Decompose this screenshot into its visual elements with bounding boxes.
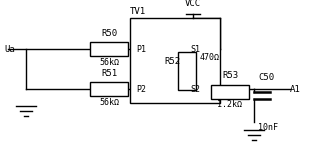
Bar: [178, 52, 196, 90]
Text: TV1: TV1: [130, 7, 146, 16]
Bar: [130, 18, 220, 103]
Text: 1.2kΩ: 1.2kΩ: [218, 100, 243, 109]
Text: 56kΩ: 56kΩ: [99, 58, 119, 67]
Text: P1: P1: [136, 45, 146, 54]
Bar: [90, 42, 128, 56]
Bar: [211, 85, 249, 99]
Text: 470Ω: 470Ω: [200, 54, 220, 62]
Text: S2: S2: [190, 85, 200, 94]
Text: 10nF: 10nF: [258, 124, 278, 133]
Text: VCC: VCC: [185, 0, 201, 8]
Text: S1: S1: [190, 45, 200, 54]
Text: A1: A1: [290, 85, 301, 94]
Text: R53: R53: [222, 71, 238, 80]
Text: C50: C50: [258, 73, 274, 82]
Text: 56kΩ: 56kΩ: [99, 98, 119, 107]
Text: R51: R51: [101, 69, 117, 78]
Text: Ua: Ua: [4, 45, 15, 54]
Bar: [90, 82, 128, 96]
Text: P2: P2: [136, 85, 146, 94]
Text: R52: R52: [164, 58, 180, 67]
Text: R50: R50: [101, 29, 117, 38]
